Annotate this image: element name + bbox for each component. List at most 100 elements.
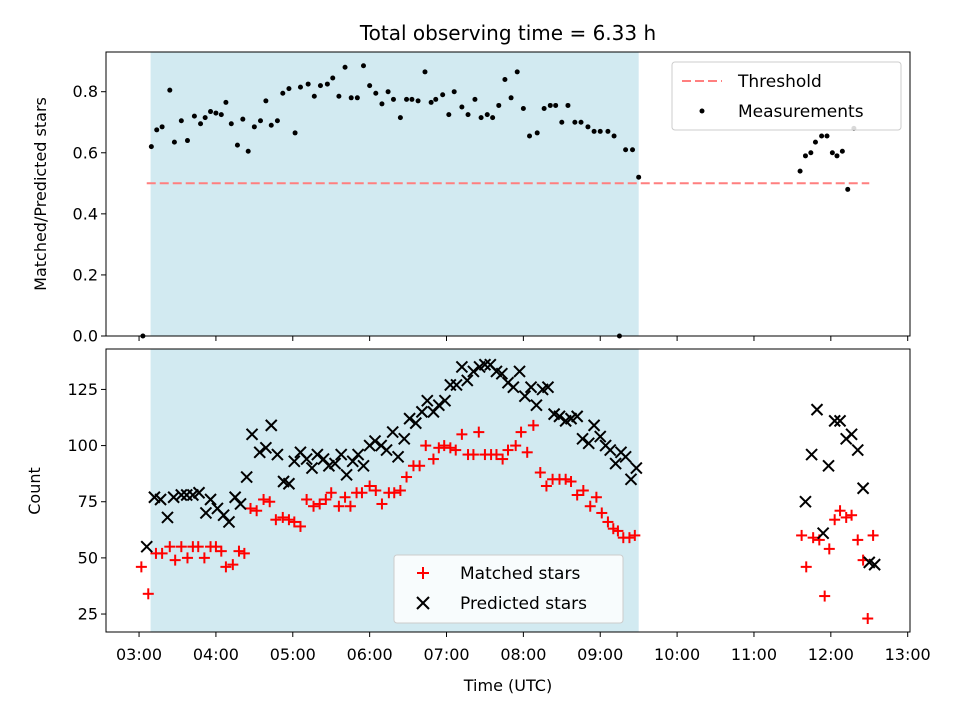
predicted-star-point <box>822 459 835 473</box>
y-tick-label: 0.0 <box>73 327 98 346</box>
matched-star-point <box>356 487 368 499</box>
predicted-star-point <box>271 448 284 461</box>
measurement-point <box>263 98 269 104</box>
matched-star-point <box>156 547 168 559</box>
predicted-star-point <box>391 450 405 464</box>
predicted-star-point <box>259 441 273 455</box>
measurement-point <box>367 83 373 89</box>
measurement-point <box>274 118 280 124</box>
matched-star-point <box>540 480 552 492</box>
matched-stars-points <box>135 419 879 625</box>
matched-star-point <box>220 561 232 573</box>
measurement-point <box>839 148 845 154</box>
matched-star-point <box>394 485 406 496</box>
predicted-star-point <box>351 448 365 461</box>
measurement-point <box>286 86 292 92</box>
measurement-point <box>433 96 439 102</box>
top-panel: 0.00.20.40.60.8 Matched/Predicted stars … <box>31 51 911 346</box>
bottom-legend-box <box>393 554 624 624</box>
measurement-point <box>623 147 629 153</box>
top-panel-x-ticks <box>138 336 909 341</box>
x-tick-label: 12:00 <box>808 645 854 664</box>
predicted-star-point <box>234 497 247 511</box>
predicted-star-point <box>868 558 881 571</box>
predicted-star-point <box>328 457 342 470</box>
x-tick-label: 11:00 <box>731 645 777 664</box>
measurement-point <box>845 186 851 192</box>
measurement-point <box>228 121 234 127</box>
measurement-point <box>472 96 478 102</box>
predicted-star-point <box>450 378 463 392</box>
measurement-point <box>824 133 830 139</box>
bottom-panel-ylabel: Count <box>25 467 44 515</box>
predicted-star-point <box>368 434 382 448</box>
measurement-point <box>834 153 840 159</box>
measurement-point <box>502 76 508 82</box>
matched-star-point <box>444 442 456 454</box>
y-tick-label: 125 <box>67 380 98 399</box>
matched-star-point <box>192 541 204 553</box>
predicted-star-point <box>630 461 643 475</box>
measurement-point <box>178 118 184 124</box>
predicted-star-point <box>154 493 167 506</box>
measurement-point <box>802 153 808 159</box>
measurement-point <box>311 93 317 99</box>
measurement-point <box>797 168 803 174</box>
predicted-star-point <box>288 455 301 468</box>
measurement-point <box>440 92 446 98</box>
matched-star-point <box>834 505 846 517</box>
measurement-point <box>490 115 496 121</box>
matched-star-point <box>401 471 413 483</box>
measurement-point <box>373 90 379 96</box>
matched-star-point <box>846 509 858 521</box>
matched-star-point <box>370 485 382 496</box>
measurement-point <box>446 112 452 118</box>
predicted-star-point <box>386 425 399 439</box>
measurement-point <box>636 174 642 180</box>
measurement-point <box>428 99 434 105</box>
measurement-point <box>829 150 835 156</box>
predicted-star-point <box>530 398 543 412</box>
measurement-point <box>342 64 348 70</box>
matched-star-point <box>301 493 313 505</box>
legend-predicted-swatch <box>416 596 430 610</box>
predicted-star-point <box>161 511 174 524</box>
matched-star-point <box>502 444 514 456</box>
matched-star-point <box>308 500 320 512</box>
measurement-point <box>404 96 410 102</box>
predicted-star-point <box>199 506 213 520</box>
x-tick-label: 06:00 <box>347 645 393 664</box>
measurement-point <box>611 133 617 139</box>
matched-star-point <box>515 426 527 438</box>
predicted-star-point <box>415 405 429 419</box>
matched-star-point <box>862 613 874 625</box>
matched-star-point <box>258 493 270 505</box>
matched-star-point <box>612 525 624 537</box>
matched-star-point <box>852 534 864 546</box>
predicted-star-point <box>253 446 266 459</box>
bottom-legend: Matched stars Predicted stars <box>393 554 624 624</box>
predicted-star-point <box>432 398 446 412</box>
measurement-point <box>360 63 366 69</box>
matched-star-point <box>215 545 227 557</box>
matched-star-point <box>344 500 356 512</box>
predicted-star-point <box>553 410 566 423</box>
matched-star-point <box>251 505 263 517</box>
matched-star-point <box>450 444 462 456</box>
matched-star-point <box>181 552 193 564</box>
legend-measurements-swatch <box>699 108 705 114</box>
matched-star-point <box>623 532 635 544</box>
top-panel-y-ticks: 0.0 0.2 0.4 0.6 0.8 <box>73 82 106 346</box>
measurement-point <box>191 113 197 119</box>
measurement-point <box>508 95 514 101</box>
x-tick-label: 04:00 <box>193 645 239 664</box>
predicted-star-point <box>810 403 824 416</box>
matched-star-point <box>414 460 426 472</box>
matched-star-point <box>364 480 376 492</box>
predicted-star-point <box>507 380 520 394</box>
measurement-point <box>354 95 360 101</box>
matched-star-point <box>840 511 852 523</box>
predicted-star-point <box>828 414 841 428</box>
predicted-star-point <box>604 443 617 457</box>
